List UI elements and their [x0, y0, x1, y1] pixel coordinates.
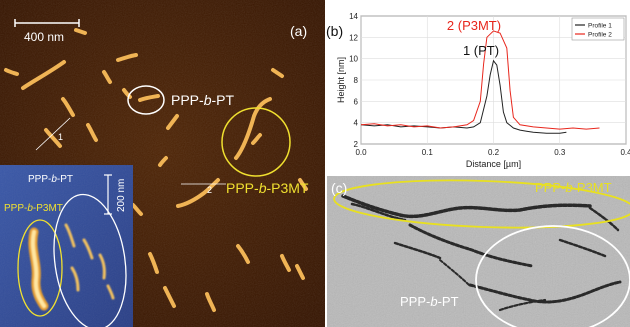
- tem-p3mt-ellipse: [333, 179, 630, 229]
- y-tick-label: 12: [349, 33, 358, 42]
- scale-bar-label: 400 nm: [24, 30, 64, 44]
- tem-pt-label: PPP-b-PT: [400, 294, 459, 309]
- p3mt-circle: [221, 107, 291, 177]
- inset-p3mt-label: PPP-b-P3MT: [4, 203, 63, 214]
- y-tick-label: 10: [349, 55, 358, 64]
- inset-pt-ellipse: [53, 193, 127, 327]
- y-tick-label: 14: [349, 12, 358, 21]
- legend-label-2: Profile 2: [588, 32, 612, 39]
- pt-label: PPP-b-PT: [171, 92, 234, 108]
- y-tick-label: 8: [354, 76, 359, 85]
- x-tick-label: 0.3: [554, 148, 566, 157]
- series-group: [361, 30, 600, 134]
- panel-b-label: (b): [326, 23, 343, 39]
- x-axis-label: Distance [µm]: [466, 159, 521, 169]
- tem-pt-ellipse: [475, 225, 630, 327]
- pt-circle: [127, 85, 165, 115]
- profile-line-1: [35, 117, 71, 151]
- height-profile-chart: 0.0 0.1 0.2 0.3 0.4 2 4 6 8 10 12 14 Distance [µm] He…: [336, 12, 630, 169]
- y-tick-label: 2: [354, 140, 359, 149]
- panel-a: 400 nm (a) 1 2 PPP-b-PT PPP-b-P3MT: [0, 0, 325, 327]
- p3mt-label: PPP-b-P3MT: [226, 180, 309, 196]
- inset-scale-label: 200 nm: [116, 179, 127, 212]
- series-line-1: [361, 59, 567, 134]
- afm-inset: PPP-b-PT PPP-b-P3MT 200 nm: [0, 165, 133, 327]
- inset-pt-label: PPP-b-PT: [28, 174, 73, 185]
- tem-fibers: [341, 194, 622, 312]
- legend-label-1: Profile 1: [588, 23, 612, 30]
- annotation-p3mt: 2 (P3MT): [447, 18, 501, 33]
- annotation-pt: 1 (PT): [463, 43, 499, 58]
- panel-c: PPP-b-P3MT PPP-b-PT (c): [327, 176, 630, 327]
- panel-c-label: (c): [331, 180, 347, 196]
- y-tick-label: 4: [354, 119, 359, 128]
- panel-b: (b) 0.0 0.1 0.2 0.3 0.4 2 4 6 8 10 12 14 Distance [µ…: [326, 12, 630, 169]
- profile-marker-2: 2: [207, 185, 212, 195]
- x-tick-label: 0.4: [620, 148, 630, 157]
- profile-marker-1: 1: [58, 132, 63, 142]
- series-line-2: [361, 30, 600, 130]
- x-tick-label: 0.2: [488, 148, 500, 157]
- y-tick-label: 6: [354, 97, 359, 106]
- x-tick-label: 0.1: [422, 148, 434, 157]
- x-tick-label: 0.0: [355, 148, 367, 157]
- inset-p3mt-ellipse: [17, 219, 63, 317]
- y-axis-label: Height [nm]: [336, 57, 346, 103]
- afm-fibers: [4, 28, 308, 312]
- tem-p3mt-label: PPP-b-P3MT: [535, 180, 612, 195]
- panel-a-label: (a): [290, 23, 307, 39]
